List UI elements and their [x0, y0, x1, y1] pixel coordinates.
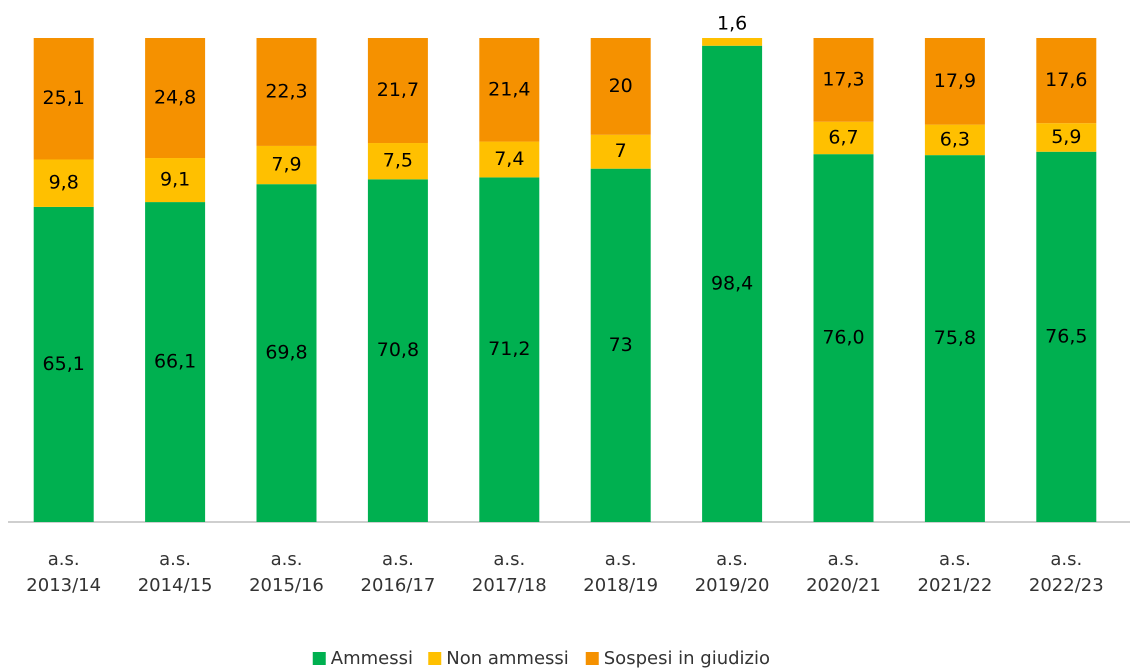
legend-swatch: [312, 652, 326, 665]
bar-segment: [1036, 151, 1097, 523]
bar-segment: [1036, 123, 1097, 152]
bar-segment: [256, 184, 317, 522]
value-label: 21,4: [488, 78, 530, 100]
value-label: 66,1: [154, 351, 196, 373]
value-label: 7: [615, 140, 627, 162]
bar-segment: [256, 145, 317, 185]
value-label: 17,9: [934, 70, 976, 92]
value-label: 24,8: [154, 87, 196, 109]
bar-segment: [479, 141, 540, 178]
bar-segment: [256, 38, 317, 146]
x-tick-label: a.s. 2013/14: [26, 549, 101, 596]
bar-segment: [924, 155, 985, 523]
value-label: 9,8: [49, 172, 79, 194]
value-label: 7,4: [494, 148, 524, 170]
bar-segment: [590, 38, 651, 135]
value-label: 17,6: [1045, 69, 1087, 91]
bar-segment: [924, 38, 985, 125]
x-tick-label: a.s. 2018/19: [583, 549, 658, 596]
bar-segment: [145, 38, 206, 159]
bar-segment: [702, 45, 763, 523]
bar-segment: [145, 202, 206, 523]
value-label: 7,9: [271, 154, 301, 176]
value-label: 69,8: [265, 342, 307, 364]
value-label: 76,5: [1045, 325, 1087, 347]
bar-segment: [479, 177, 540, 522]
legend-label: Sospesi in giudizio: [604, 648, 770, 669]
bar-segment: [813, 38, 874, 122]
value-label: 6,7: [828, 126, 858, 148]
legend-swatch: [585, 652, 599, 665]
bar-segment: [145, 158, 206, 203]
legend-swatch: [428, 652, 442, 665]
x-tick-label: a.s. 2017/18: [472, 549, 547, 596]
x-tick-label: a.s. 2019/20: [695, 549, 770, 596]
bar-segment: [479, 38, 540, 142]
bar-segment: [367, 179, 428, 522]
x-tick-label: a.s. 2015/16: [249, 549, 324, 596]
x-tick-label: a.s. 2022/23: [1029, 549, 1104, 596]
x-tick-label: a.s. 2014/15: [138, 549, 213, 596]
value-label: 70,8: [377, 339, 419, 361]
x-tick-label: a.s. 2021/22: [918, 549, 993, 596]
value-label: 7,5: [383, 150, 413, 172]
value-label: 25,1: [43, 87, 85, 109]
value-label: 6,3: [940, 128, 970, 150]
value-label: 17,3: [822, 68, 864, 90]
bar-segment: [367, 38, 428, 144]
bar-segment: [590, 168, 651, 522]
legend-label: Ammessi: [331, 648, 413, 669]
value-label: 76,0: [822, 327, 864, 349]
value-label: 65,1: [43, 353, 85, 375]
value-label: 5,9: [1051, 126, 1081, 148]
value-label: 98,4: [711, 272, 753, 294]
bar-segment: [813, 154, 874, 522]
bar-segment: [702, 38, 763, 46]
bar-segment: [590, 134, 651, 169]
x-tick-label: a.s. 2016/17: [361, 549, 436, 596]
bar-segment: [33, 206, 94, 522]
x-tick-label: a.s. 2020/21: [806, 549, 881, 596]
value-label: 22,3: [265, 80, 307, 102]
bar-segment: [1036, 38, 1097, 124]
bar-segment: [33, 159, 94, 207]
value-label: 1,6: [717, 13, 747, 35]
bar-segment: [924, 124, 985, 156]
value-label: 71,2: [488, 338, 530, 360]
value-label: 75,8: [934, 327, 976, 349]
value-label: 20: [609, 75, 633, 97]
value-label: 9,1: [160, 169, 190, 191]
value-label: 21,7: [377, 79, 419, 101]
value-label: 73: [609, 334, 633, 356]
legend-label: Non ammessi: [446, 648, 569, 669]
bar-segment: [813, 121, 874, 155]
bar-segment: [367, 143, 428, 180]
bar-segment: [33, 38, 94, 160]
